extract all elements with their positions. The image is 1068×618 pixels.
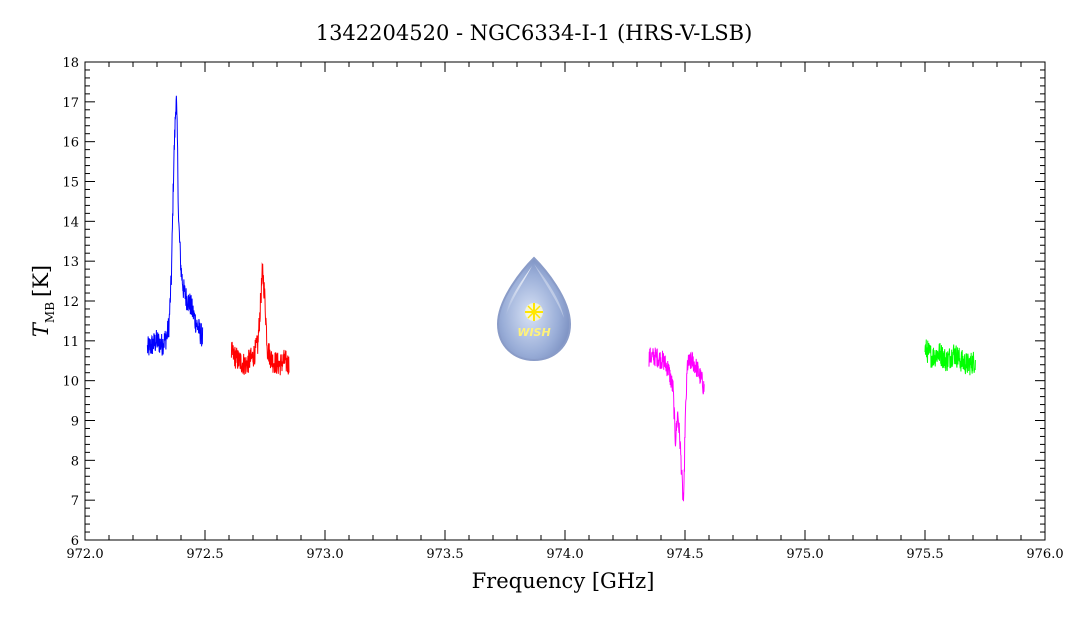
- y-tick-label: 8: [71, 454, 79, 469]
- y-axis: 6 7 8 9 10 11 12 13 14 15 16 17 18: [62, 56, 1045, 549]
- x-tick-label: 975.0: [786, 547, 823, 562]
- y-axis-label: TMB[K]: [29, 265, 57, 337]
- star-icon: [525, 303, 543, 321]
- x-tick-label: 974.0: [546, 547, 583, 562]
- x-tick-label: 973.5: [426, 547, 463, 562]
- spectrum-trace-4: [924, 339, 976, 376]
- y-tick-label: 15: [62, 176, 79, 191]
- x-tick-label: 976.0: [1026, 547, 1063, 562]
- y-tick-label: 14: [62, 215, 79, 230]
- y-tick-label: 13: [62, 255, 79, 270]
- y-tick-label: 17: [62, 96, 79, 111]
- x-tick-label: 972.5: [186, 547, 223, 562]
- y-tick-label: 11: [62, 335, 79, 350]
- wish-logo: WISH: [496, 256, 572, 362]
- x-axis-label: Frequency [GHz]: [472, 569, 655, 593]
- y-tick-label: 6: [71, 534, 79, 549]
- y-tick-label: 10: [62, 375, 79, 390]
- spectrum-traces: [146, 95, 976, 502]
- logo-text: WISH: [517, 326, 550, 339]
- chart-title: 1342204520 - NGC6334-I-1 (HRS-V-LSB): [316, 21, 753, 45]
- y-tick-label: 9: [71, 415, 79, 430]
- x-tick-label: 972.0: [66, 547, 103, 562]
- spectrum-trace-3: [648, 347, 705, 502]
- spectrum-trace-1: [146, 95, 204, 356]
- y-tick-label: 16: [62, 136, 79, 151]
- x-tick-label: 973.0: [306, 547, 343, 562]
- y-tick-label: 12: [62, 295, 79, 310]
- y-tick-label: 18: [62, 56, 79, 71]
- spectrum-trace-2: [230, 262, 290, 376]
- x-tick-label: 975.5: [906, 547, 943, 562]
- x-tick-label: 974.5: [666, 547, 703, 562]
- y-tick-label: 7: [71, 494, 79, 509]
- x-axis: 972.0 972.5 973.0 973.5 974.0 974.5 975.0 975.5…: [66, 62, 1064, 562]
